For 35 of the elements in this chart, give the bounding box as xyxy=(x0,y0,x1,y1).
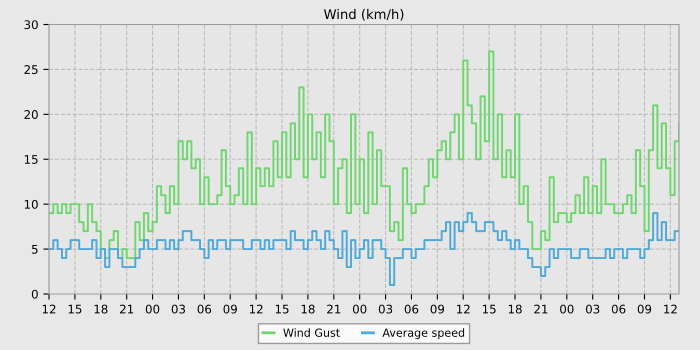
x-tick-label: 21 xyxy=(534,304,548,314)
legend-label: Average speed xyxy=(382,328,464,340)
x-tick-label: 12 xyxy=(42,304,56,314)
x-tick-label: 09 xyxy=(638,304,652,314)
x-tick-label: 12 xyxy=(457,304,470,314)
y-tick-label: 30 xyxy=(24,20,38,30)
x-tick-label: 00 xyxy=(560,304,574,314)
x-tick-label: 00 xyxy=(146,304,160,314)
x-tick-label: 06 xyxy=(612,304,626,314)
x-tick-label: 09 xyxy=(224,304,237,314)
x-tick-label: 21 xyxy=(120,304,134,314)
x-tick-label: 03 xyxy=(378,304,392,314)
x-tick-label: 12 xyxy=(664,304,677,314)
x-tick-label: 18 xyxy=(302,304,315,314)
x-tick-label: 12 xyxy=(250,304,262,314)
y-tick-label: 5 xyxy=(32,244,38,254)
y-tick-label: 25 xyxy=(24,65,38,74)
legend-label: Wind Gust xyxy=(283,328,340,337)
x-tick-label: 06 xyxy=(404,304,418,314)
x-tick-label: 15 xyxy=(68,304,82,314)
x-tick-label: 00 xyxy=(352,304,366,314)
chart-title: Wind (km/h) xyxy=(324,8,404,21)
x-tick-label: 15 xyxy=(276,304,288,314)
x-tick-label: 03 xyxy=(172,304,186,314)
x-tick-label: 15 xyxy=(482,304,496,314)
x-tick-label: 06 xyxy=(198,304,212,314)
y-tick-label: 10 xyxy=(24,200,38,209)
y-tick-label: 20 xyxy=(24,110,38,119)
y-tick-label: 0 xyxy=(32,290,38,299)
x-tick-label: 18 xyxy=(508,304,522,314)
x-tick-label: 03 xyxy=(586,304,600,314)
y-tick-label: 15 xyxy=(24,155,38,164)
x-tick-label: 18 xyxy=(94,304,108,314)
x-tick-label: 09 xyxy=(430,304,444,314)
x-tick-label: 21 xyxy=(327,304,340,314)
